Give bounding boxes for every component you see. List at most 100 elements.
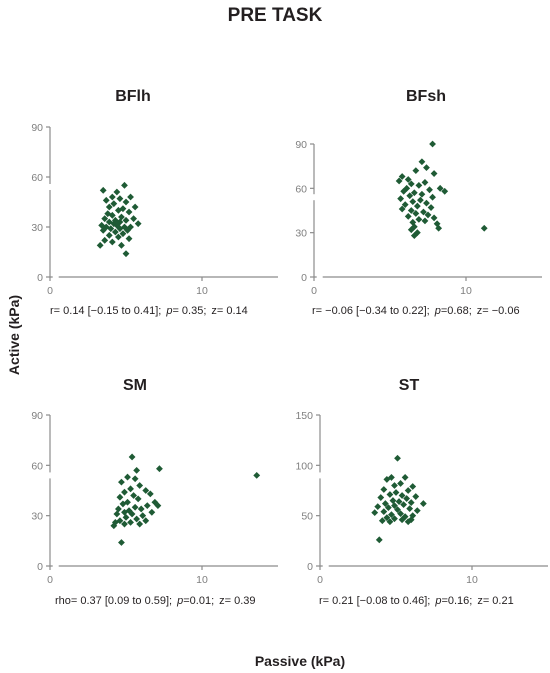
data-point <box>148 508 156 516</box>
data-point <box>419 500 427 507</box>
data-point <box>113 188 121 196</box>
y-axis-title: Active (kPa) <box>6 295 22 375</box>
data-point <box>391 482 398 489</box>
data-point <box>122 250 130 258</box>
data-point <box>374 503 382 511</box>
data-point <box>136 520 144 528</box>
data-point <box>375 536 383 544</box>
data-point <box>101 215 109 223</box>
panel-title: BFsh <box>406 88 446 105</box>
data-point <box>136 482 144 489</box>
data-point <box>113 221 121 229</box>
data-point <box>127 193 134 201</box>
data-point <box>407 499 415 506</box>
data-point <box>418 190 426 198</box>
data-point <box>415 215 423 223</box>
data-point <box>99 226 107 234</box>
data-point <box>398 173 406 180</box>
panel-title: SM <box>123 377 147 394</box>
data-point <box>394 454 401 462</box>
data-point <box>115 206 122 214</box>
data-point <box>121 488 128 496</box>
data-point <box>409 218 417 226</box>
stats-z: z= 0.14 <box>211 305 247 317</box>
data-point <box>423 199 430 207</box>
y-tick-label: 90 <box>31 410 43 422</box>
x-tick-label: 0 <box>317 574 323 586</box>
data-point <box>388 474 395 481</box>
data-point <box>122 513 130 521</box>
stats-coefficient: r= −0.06 [−0.34 to 0.22]; <box>312 305 430 317</box>
data-point <box>410 189 418 197</box>
data-point <box>413 507 421 515</box>
data-point <box>130 215 137 223</box>
data-point <box>395 498 403 505</box>
data-point <box>433 220 441 228</box>
data-point <box>127 518 134 526</box>
data-point <box>107 225 115 233</box>
data-point <box>156 465 163 473</box>
stats-p-value: =0.16; <box>441 595 472 607</box>
data-point <box>401 201 409 208</box>
data-point <box>421 179 429 186</box>
data-point <box>142 517 150 525</box>
y-tick-label: 0 <box>37 272 43 284</box>
stats-text: rho= 0.37 [0.09 to 0.59]; p=0.01; z= 0.39 <box>55 595 256 607</box>
data-point <box>128 510 136 518</box>
data-point <box>118 478 125 486</box>
y-tick-label: 50 <box>301 511 313 523</box>
stats-coefficient: r= 0.14 [−0.15 to 0.41]; <box>50 305 161 317</box>
y-tick-label: 100 <box>295 460 313 472</box>
stats-p-value: =0.01; <box>183 595 214 607</box>
data-point <box>381 500 389 507</box>
data-point <box>400 187 408 195</box>
data-point <box>430 214 438 222</box>
data-point <box>404 518 412 526</box>
scatter-panel-bfsh: BFsh 0 30 60 90 0 10 r= −0.06 [−0.34 to 0.22]; p… <box>295 88 542 317</box>
data-point <box>398 516 406 524</box>
data-point <box>407 180 415 188</box>
data-point <box>119 500 127 508</box>
data-point <box>421 217 429 225</box>
x-tick-label: 0 <box>311 285 317 297</box>
data-point <box>121 508 128 516</box>
data-point <box>118 539 125 546</box>
y-tick-label: 90 <box>31 122 43 134</box>
scatter-panel-sm: SM 0 30 60 90 0 10 rho= 0.37 [0.09 to 0.59]; p=0… <box>31 377 278 607</box>
data-point <box>430 170 438 177</box>
data-point <box>378 517 386 525</box>
data-point <box>386 491 394 498</box>
y-tick-label: 90 <box>295 139 307 151</box>
data-point <box>406 192 414 200</box>
data-point <box>111 216 119 224</box>
y-tick-label: 30 <box>295 228 307 240</box>
data-point <box>404 487 412 494</box>
data-point <box>380 486 388 493</box>
data-point <box>104 210 112 218</box>
data-point <box>397 195 405 203</box>
data-point <box>131 475 139 483</box>
data-point <box>415 181 423 189</box>
y-tick-label: 0 <box>307 561 313 573</box>
data-point <box>400 501 407 508</box>
data-point <box>124 498 131 506</box>
stats-p-value: =0.68; <box>441 305 472 317</box>
stats-p-label: p <box>434 595 441 607</box>
stats-z: z= 0.39 <box>219 595 255 607</box>
data-point <box>406 505 414 513</box>
data-point <box>108 238 116 246</box>
data-point <box>410 223 418 231</box>
data-point <box>410 232 418 240</box>
data-point <box>417 196 424 204</box>
figure-title: PRE TASK <box>228 5 323 26</box>
data-point <box>397 480 404 487</box>
data-point <box>426 186 433 194</box>
data-point <box>409 198 417 206</box>
scatter-panel-st: ST 0 50 100 150 0 10 r= 0.21 [−0.08 to 0.46]; p=… <box>295 377 548 607</box>
x-axis-title: Passive (kPa) <box>255 653 345 669</box>
y-tick-label: 60 <box>295 183 307 195</box>
data-point <box>125 208 133 216</box>
x-tick-label: 0 <box>47 285 53 297</box>
data-point <box>108 211 116 219</box>
data-point <box>412 167 420 174</box>
